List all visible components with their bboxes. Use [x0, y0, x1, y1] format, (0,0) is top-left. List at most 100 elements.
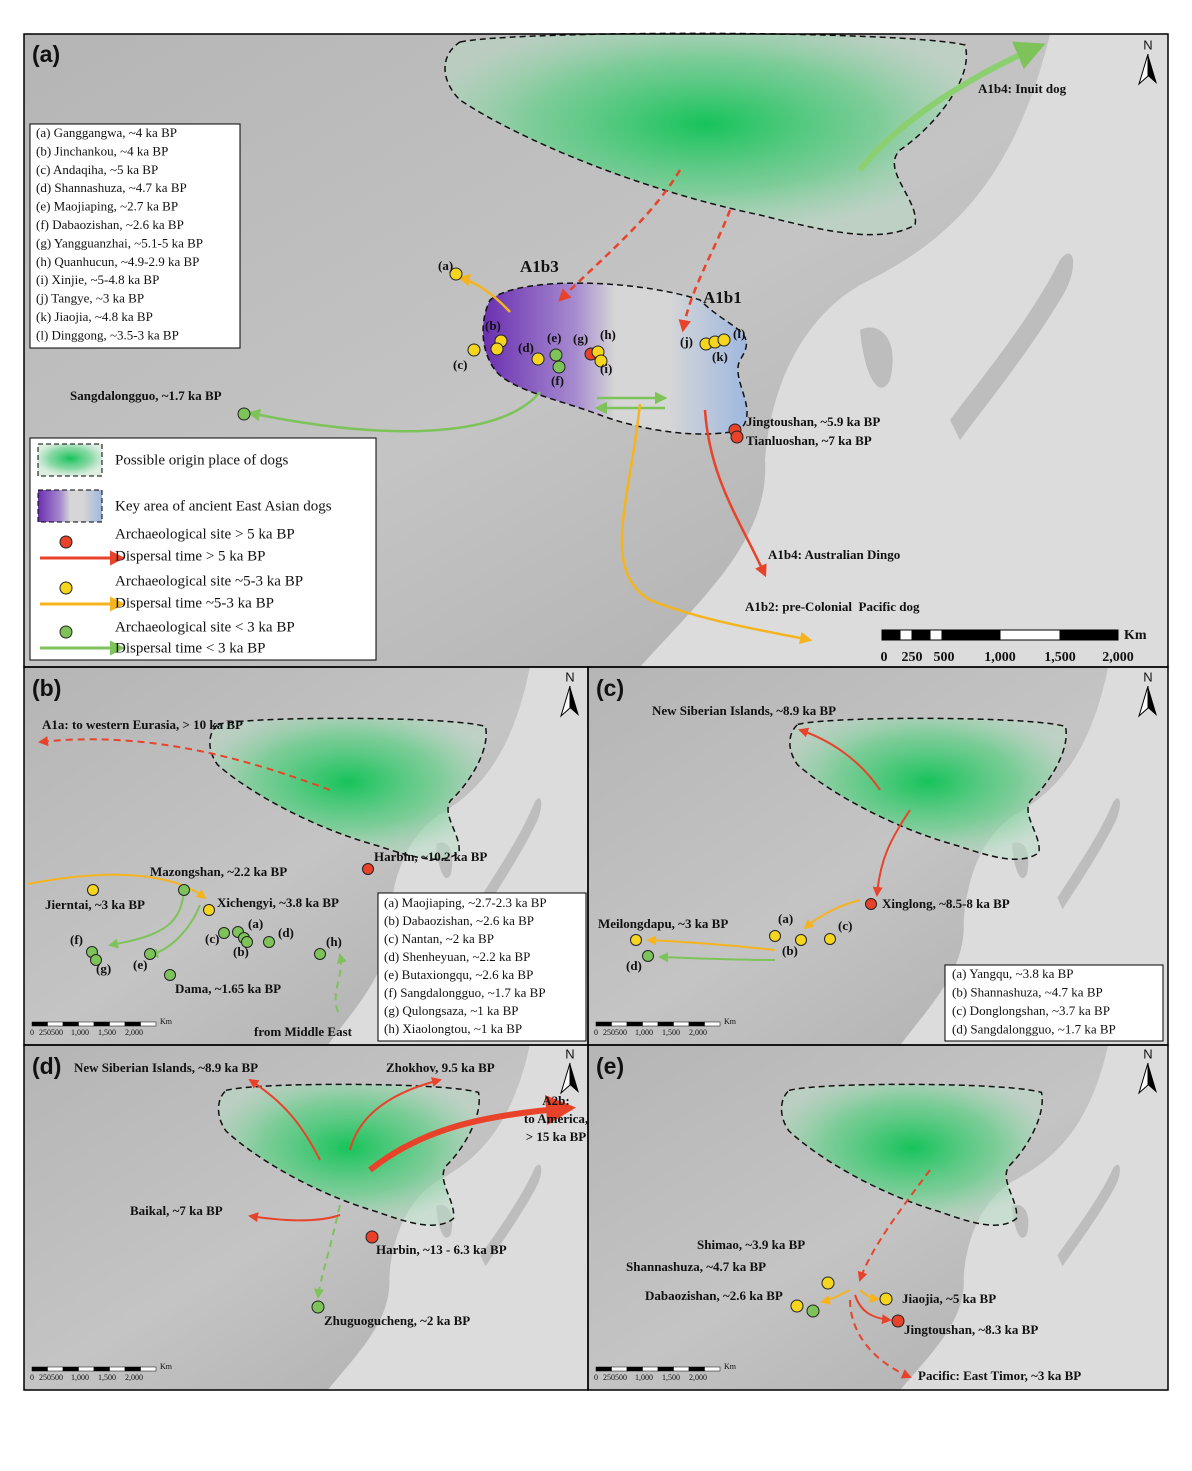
site-list-item: (b) Shannashuza, ~4.7 ka BP	[952, 984, 1103, 999]
scale-label: 0	[594, 1373, 598, 1382]
site-annotation: Jingtoushan, ~8.3 ka BP	[904, 1322, 1038, 1337]
scale-unit: Km	[160, 1362, 173, 1371]
dispersal-arrow	[108, 891, 185, 949]
scale-bar-segment	[78, 1366, 95, 1372]
scale-label: 500	[51, 1373, 63, 1382]
site-letter: (c)	[453, 357, 467, 372]
site-letter: (b)	[485, 318, 501, 333]
site-list-item: (a) Yangqu, ~3.8 ka BP	[952, 966, 1074, 981]
site-annotation: to America,	[524, 1111, 588, 1126]
dispersal-arrow	[820, 1289, 851, 1305]
dispersal-arrow	[248, 1212, 341, 1223]
site-annotation: Dama, ~1.65 ka BP	[175, 981, 281, 996]
dispersal-arrow	[646, 935, 776, 951]
site-letter: (i)	[600, 361, 612, 376]
dispersal-arrow	[658, 952, 776, 963]
site-list-item: (e) Maojiaping, ~2.7 ka BP	[36, 199, 178, 214]
dispersal-arrow	[620, 403, 813, 645]
site-marker	[790, 1299, 804, 1313]
site-list-item: (h) Quanhucun, ~4.9-2.9 ka BP	[36, 254, 199, 269]
site-annotation: Shannashuza, ~4.7 ka BP	[626, 1259, 766, 1274]
scale-bar-segment	[78, 1021, 95, 1027]
site-marker	[821, 1276, 835, 1290]
scale-bar-segment	[611, 1366, 628, 1372]
north-label: N	[1143, 1046, 1152, 1061]
site-list-item: (d) Shannashuza, ~4.7 ka BP	[36, 180, 187, 195]
site-marker	[144, 948, 156, 960]
site-list-item: (k) Jiaojia, ~4.8 ka BP	[36, 309, 153, 324]
site-letter: (l)	[733, 326, 745, 341]
site-letter: (b)	[782, 943, 798, 958]
north-arrow	[570, 686, 579, 716]
site-list-item: (d) Shenheyuan, ~2.2 ka BP	[384, 949, 530, 964]
dispersal-arrow	[857, 1169, 931, 1282]
site-annotation: A1b1	[703, 288, 742, 307]
site-letter: (g)	[96, 961, 111, 976]
panel-label: (a)	[32, 41, 60, 67]
site-list-item: (a) Ganggangwa, ~4 ka BP	[36, 125, 177, 140]
scale-label: 0	[594, 1028, 598, 1037]
legend-entry: Archaeological site ~5-3 ka BP	[115, 573, 303, 589]
dispersal-arrow	[247, 391, 541, 433]
site-marker	[203, 904, 215, 916]
dispersal-arrow	[558, 169, 682, 302]
site-marker	[490, 342, 504, 356]
scale-bar-segment	[62, 1021, 79, 1027]
scale-label: 250	[39, 1028, 51, 1037]
panel-borders	[23, 33, 1169, 1391]
site-annotation: A1a: to western Eurasia, > 10 ka BP	[42, 717, 243, 732]
site-annotation: Dabaozishan, ~2.6 ka BP	[645, 1288, 783, 1303]
scale-label: 2,000	[125, 1373, 143, 1382]
site-letter: (e)	[547, 330, 561, 345]
north-arrow	[1148, 686, 1157, 716]
site-letter: (a)	[248, 916, 263, 931]
site-letter: (f)	[551, 373, 564, 388]
scale-label: 250	[39, 1373, 51, 1382]
scale-bar-segment	[93, 1021, 110, 1027]
dispersal-arrow	[27, 873, 207, 900]
north-arrow	[1148, 54, 1157, 84]
dispersal-arrow	[859, 1289, 880, 1303]
scale-label: 500	[615, 1373, 627, 1382]
site-list-item: (l) Dinggong, ~3.5-3 ka BP	[36, 327, 179, 342]
site-marker	[795, 934, 807, 946]
scale-label: 1,000	[635, 1028, 653, 1037]
dispersal-arrow	[349, 1077, 442, 1151]
site-annotation: A1b4: Inuit dog	[978, 81, 1067, 96]
site-annotation: Xinglong, ~8.5-8 ka BP	[882, 896, 1010, 911]
scale-unit: Km	[1124, 628, 1147, 643]
site-annotation: Harbin, ~10.2 ka BP	[374, 849, 487, 864]
panel-label: (e)	[596, 1053, 624, 1079]
scale-label: 250	[603, 1373, 615, 1382]
scale-bar-segment	[673, 1366, 690, 1372]
site-marker	[630, 934, 642, 946]
north-arrow	[560, 1062, 571, 1095]
legend-swatch	[37, 443, 103, 477]
site-marker	[865, 898, 877, 910]
site-annotation: A2b:	[542, 1093, 569, 1108]
scale-bar-segment	[31, 1021, 48, 1027]
scale-unit: Km	[724, 1017, 737, 1026]
scale-bar-segment	[595, 1021, 612, 1027]
site-list-item: (c) Nantan, ~2 ka BP	[384, 931, 494, 946]
scale-bar-segment	[657, 1021, 674, 1027]
scale-bar-segment	[999, 629, 1061, 641]
scale-bar-segment	[47, 1366, 64, 1372]
site-annotation: Baikal, ~7 ka BP	[130, 1203, 223, 1218]
site-annotation: A1b3	[520, 257, 559, 276]
north-arrow	[1138, 685, 1149, 718]
site-letter: (f)	[70, 932, 83, 947]
scale-bar-segment	[688, 1021, 705, 1027]
site-annotation: Zhuguogucheng, ~2 ka BP	[324, 1313, 470, 1328]
site-annotation: Jiaojia, ~5 ka BP	[902, 1291, 996, 1306]
scale-unit: Km	[724, 1362, 737, 1371]
north-arrow	[1148, 1063, 1157, 1093]
site-annotation: Jingtoushan, ~5.9 ka BP	[746, 414, 880, 429]
site-marker	[467, 343, 481, 357]
scale-label: 500	[51, 1028, 63, 1037]
scale-label: 2,000	[125, 1028, 143, 1037]
legend-entry: Dispersal time > 5 ka BP	[115, 548, 266, 564]
site-marker	[90, 954, 102, 966]
scale-label: 1,500	[98, 1373, 116, 1382]
